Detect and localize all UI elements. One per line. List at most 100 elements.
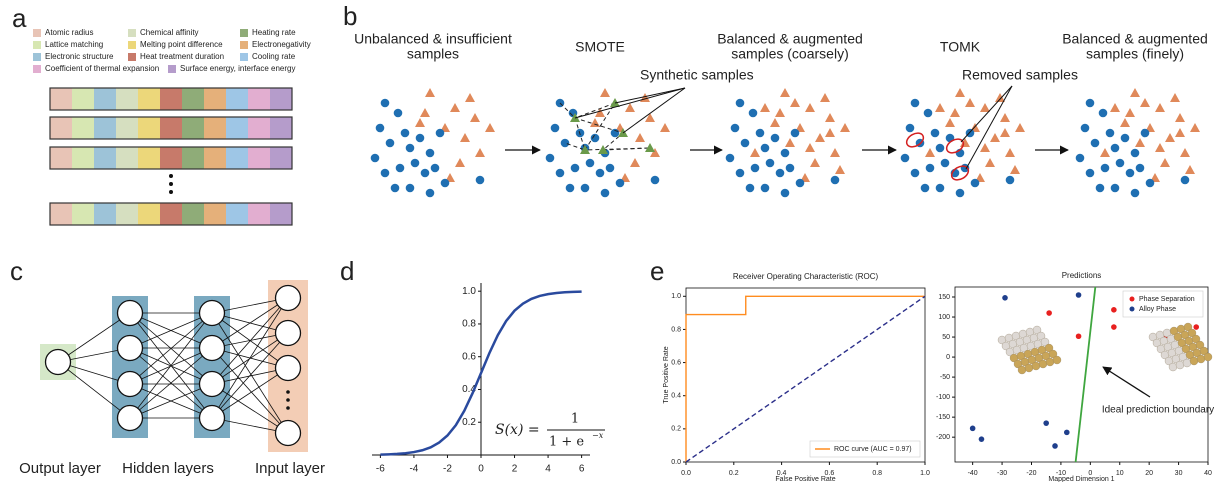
- sample-dot: [760, 183, 770, 193]
- y-tick-label: 100: [938, 314, 950, 321]
- sample-triangle: [465, 93, 475, 102]
- legend-label: Atomic radius: [45, 28, 93, 37]
- callout-line: [965, 85, 1013, 170]
- sample-dot: [1085, 98, 1095, 108]
- sample-triangle: [985, 158, 995, 167]
- sample-triangle: [935, 103, 945, 112]
- sample-dot: [1110, 143, 1120, 153]
- y-tick-label: 0.4: [671, 393, 681, 400]
- formula: 1: [571, 412, 579, 427]
- sample-dot: [420, 168, 430, 178]
- sample-triangle: [760, 103, 770, 112]
- sample-triangle: [1125, 108, 1135, 117]
- connection: [211, 297, 289, 385]
- sample-dot: [770, 133, 780, 143]
- annotation-arrow: [1102, 366, 1151, 398]
- callout-line: [574, 87, 686, 119]
- connection: [57, 312, 131, 363]
- sample-dot: [1085, 168, 1095, 178]
- sample-dot: [390, 183, 400, 193]
- sample-triangle: [1010, 165, 1020, 174]
- sample-dot: [923, 108, 933, 118]
- sample-triangle: [805, 103, 815, 112]
- sample-triangle: [925, 148, 935, 157]
- atom: [1036, 331, 1046, 341]
- sample-dot: [785, 163, 795, 173]
- sample-row: [49, 87, 293, 111]
- atom: [1017, 365, 1027, 375]
- sample-dot: [435, 128, 445, 138]
- sample-triangle: [775, 108, 785, 117]
- neuron: [274, 419, 302, 447]
- connection: [211, 297, 289, 349]
- sample-dot: [590, 133, 600, 143]
- x-tick-label: 20: [1145, 470, 1153, 477]
- sample-triangle: [455, 158, 465, 167]
- neuron: [44, 348, 72, 376]
- legend-key: [1129, 306, 1135, 312]
- atom: [1031, 361, 1041, 371]
- connection: [129, 347, 213, 419]
- feature-cell: [182, 147, 204, 169]
- data-point: [969, 425, 976, 432]
- sample-dot: [830, 175, 840, 185]
- sample-triangle: [820, 93, 830, 102]
- feature-cell: [270, 88, 292, 110]
- feature-cell: [226, 88, 248, 110]
- sample-dot: [730, 123, 740, 133]
- feature-cell: [226, 203, 248, 225]
- y-tick-label: 150: [938, 294, 950, 301]
- sample-triangle: [815, 133, 825, 142]
- sample-dot: [605, 163, 615, 173]
- sample-dot: [745, 183, 755, 193]
- legend-label: Heating rate: [252, 28, 296, 37]
- sample-dot: [740, 138, 750, 148]
- sample-row: [49, 202, 293, 226]
- y-tick-label: -200: [936, 434, 950, 441]
- data-line: [685, 295, 925, 462]
- y-tick-label: 1.0: [671, 293, 681, 300]
- feature-cell: [116, 117, 138, 139]
- sample-dot: [545, 153, 555, 163]
- connection: [129, 312, 213, 385]
- x-tick-label: 1.0: [920, 470, 930, 477]
- sample-triangle: [598, 145, 608, 154]
- sample-dot: [1005, 175, 1015, 185]
- legend-swatch: [33, 53, 41, 61]
- feature-cell: [204, 88, 226, 110]
- sample-dot: [925, 163, 935, 173]
- feature-cell: [182, 117, 204, 139]
- smote-link: [573, 102, 651, 151]
- legend-box: [1122, 290, 1204, 318]
- sample-dot: [400, 128, 410, 138]
- sample-dot: [748, 108, 758, 118]
- callout-label: Synthetic samples: [640, 67, 754, 83]
- layer-label: Input layer: [255, 460, 325, 477]
- sample-dot: [935, 183, 945, 193]
- feature-cell: [50, 117, 72, 139]
- plot-frame: [954, 286, 1209, 463]
- atom: [1187, 328, 1197, 338]
- crystal-illustration: [997, 325, 1062, 375]
- neuron: [274, 284, 302, 312]
- sample-cluster: [545, 87, 686, 198]
- x-tick-label: -6: [376, 464, 385, 475]
- sample-triangle: [825, 128, 835, 137]
- connection: [211, 383, 289, 434]
- sample-triangle: [470, 113, 480, 122]
- sample-triangle: [1130, 88, 1140, 97]
- sample-triangle: [425, 88, 435, 97]
- atom: [1040, 337, 1050, 347]
- sample-dot: [375, 123, 385, 133]
- sample-triangle: [995, 93, 1005, 102]
- feature-cell: [138, 88, 160, 110]
- sample-triangle: [580, 145, 590, 154]
- panel-label: e: [650, 256, 664, 286]
- sample-triangle: [660, 123, 670, 132]
- sample-dot: [910, 98, 920, 108]
- smote-link: [559, 102, 586, 151]
- sample-triangle: [1120, 118, 1130, 127]
- sample-dot: [405, 183, 415, 193]
- sample-dot: [1125, 168, 1135, 178]
- stage-title: Unbalanced & insufficient: [354, 31, 512, 47]
